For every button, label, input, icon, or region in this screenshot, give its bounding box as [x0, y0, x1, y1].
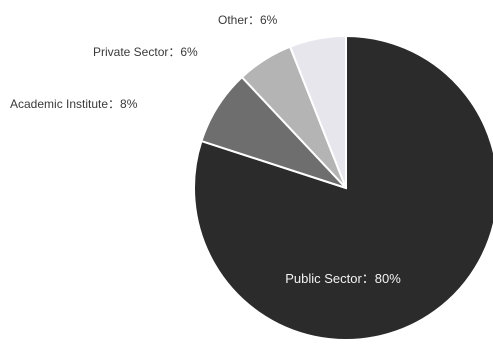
pie-slice-other: [288, 34, 347, 189]
slice-label-academic-institute: Academic Institute：8%: [10, 97, 138, 111]
slice-label-private-sector: Private Sector：6%: [93, 45, 198, 59]
slice-label-public-sector: Public Sector：80%: [285, 271, 401, 286]
slice-label-other: Other：6%: [218, 13, 278, 27]
